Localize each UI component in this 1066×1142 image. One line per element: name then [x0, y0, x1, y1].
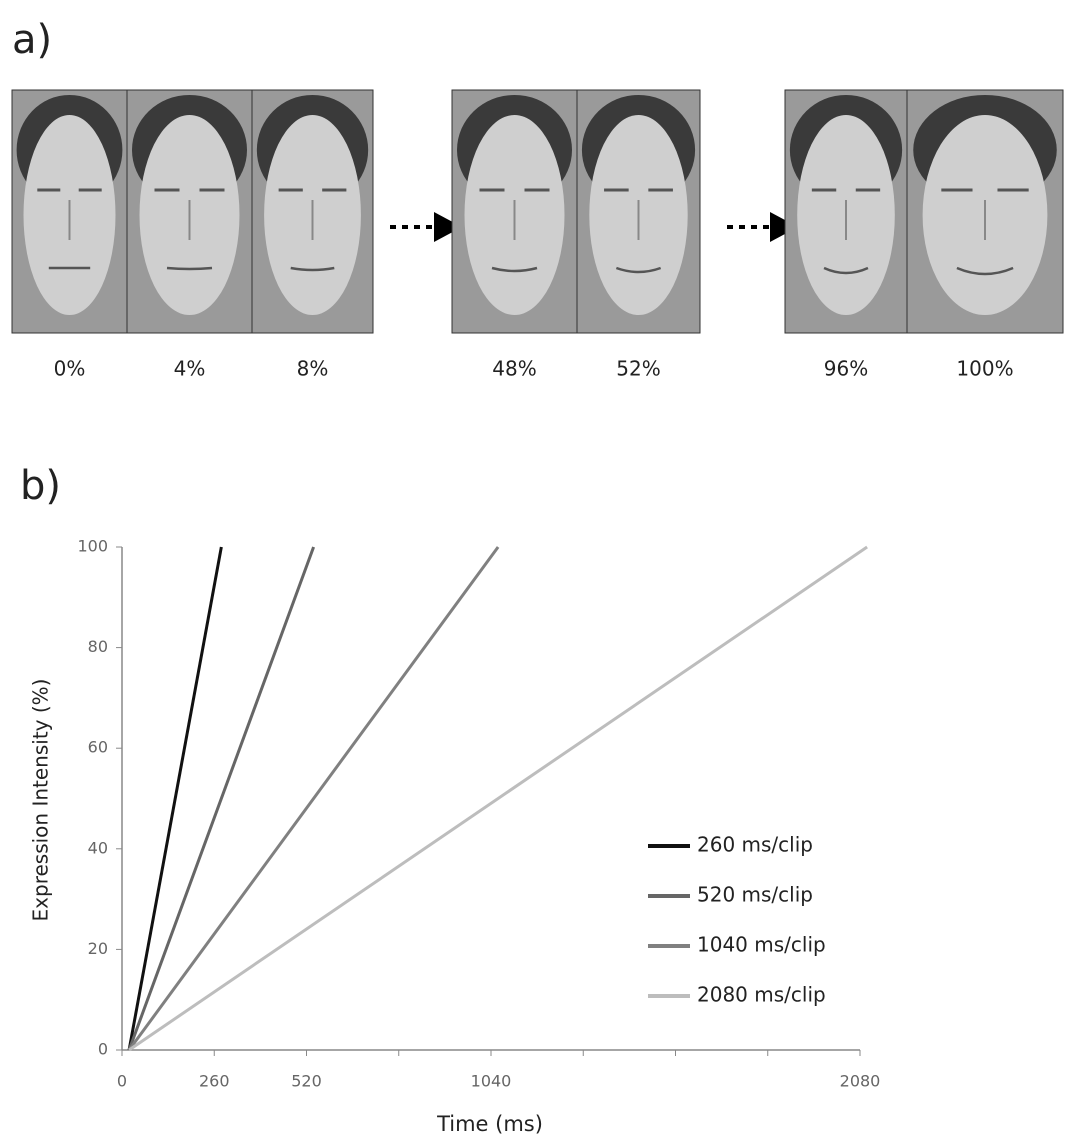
legend-label: 2080 ms/clip [697, 983, 826, 1007]
series-line [129, 547, 498, 1050]
face-image [127, 90, 252, 333]
face-image [577, 90, 700, 333]
series-line [129, 547, 867, 1050]
y-tick-label: 20 [88, 939, 108, 958]
x-tick-label: 260 [199, 1072, 230, 1091]
frame-label: 52% [616, 357, 660, 381]
series-line [129, 547, 221, 1050]
face-image [252, 90, 373, 333]
face-image [452, 90, 577, 333]
face-image [12, 90, 127, 333]
legend-label: 520 ms/clip [697, 883, 813, 907]
y-tick-label: 40 [88, 838, 108, 857]
frame-label: 100% [956, 357, 1013, 381]
panel-label: b) [20, 463, 61, 509]
x-tick-label: 520 [291, 1072, 322, 1091]
frame-label: 8% [297, 357, 329, 381]
frame-label: 96% [824, 357, 868, 381]
panel-label: a) [12, 17, 52, 63]
y-tick-label: 80 [88, 637, 108, 656]
y-tick-label: 0 [98, 1040, 108, 1059]
face-image [907, 90, 1063, 333]
legend-label: 1040 ms/clip [697, 933, 826, 957]
x-tick-label: 2080 [840, 1072, 881, 1091]
y-tick-label: 60 [88, 738, 108, 757]
face-image [785, 90, 907, 333]
series-line [129, 547, 314, 1050]
x-axis-title: Time (ms) [436, 1112, 543, 1136]
x-tick-label: 0 [117, 1072, 127, 1091]
figure: a) b) Expression Intensity (%) Time (ms)… [0, 0, 1066, 1142]
legend-label: 260 ms/clip [697, 833, 813, 857]
y-tick-label: 100 [77, 537, 108, 556]
frame-label: 0% [54, 357, 86, 381]
frame-label: 48% [492, 357, 536, 381]
y-axis-title: Expression Intensity (%) [29, 679, 53, 922]
frame-label: 4% [174, 357, 206, 381]
x-tick-label: 1040 [471, 1072, 512, 1091]
mouth [167, 268, 212, 269]
